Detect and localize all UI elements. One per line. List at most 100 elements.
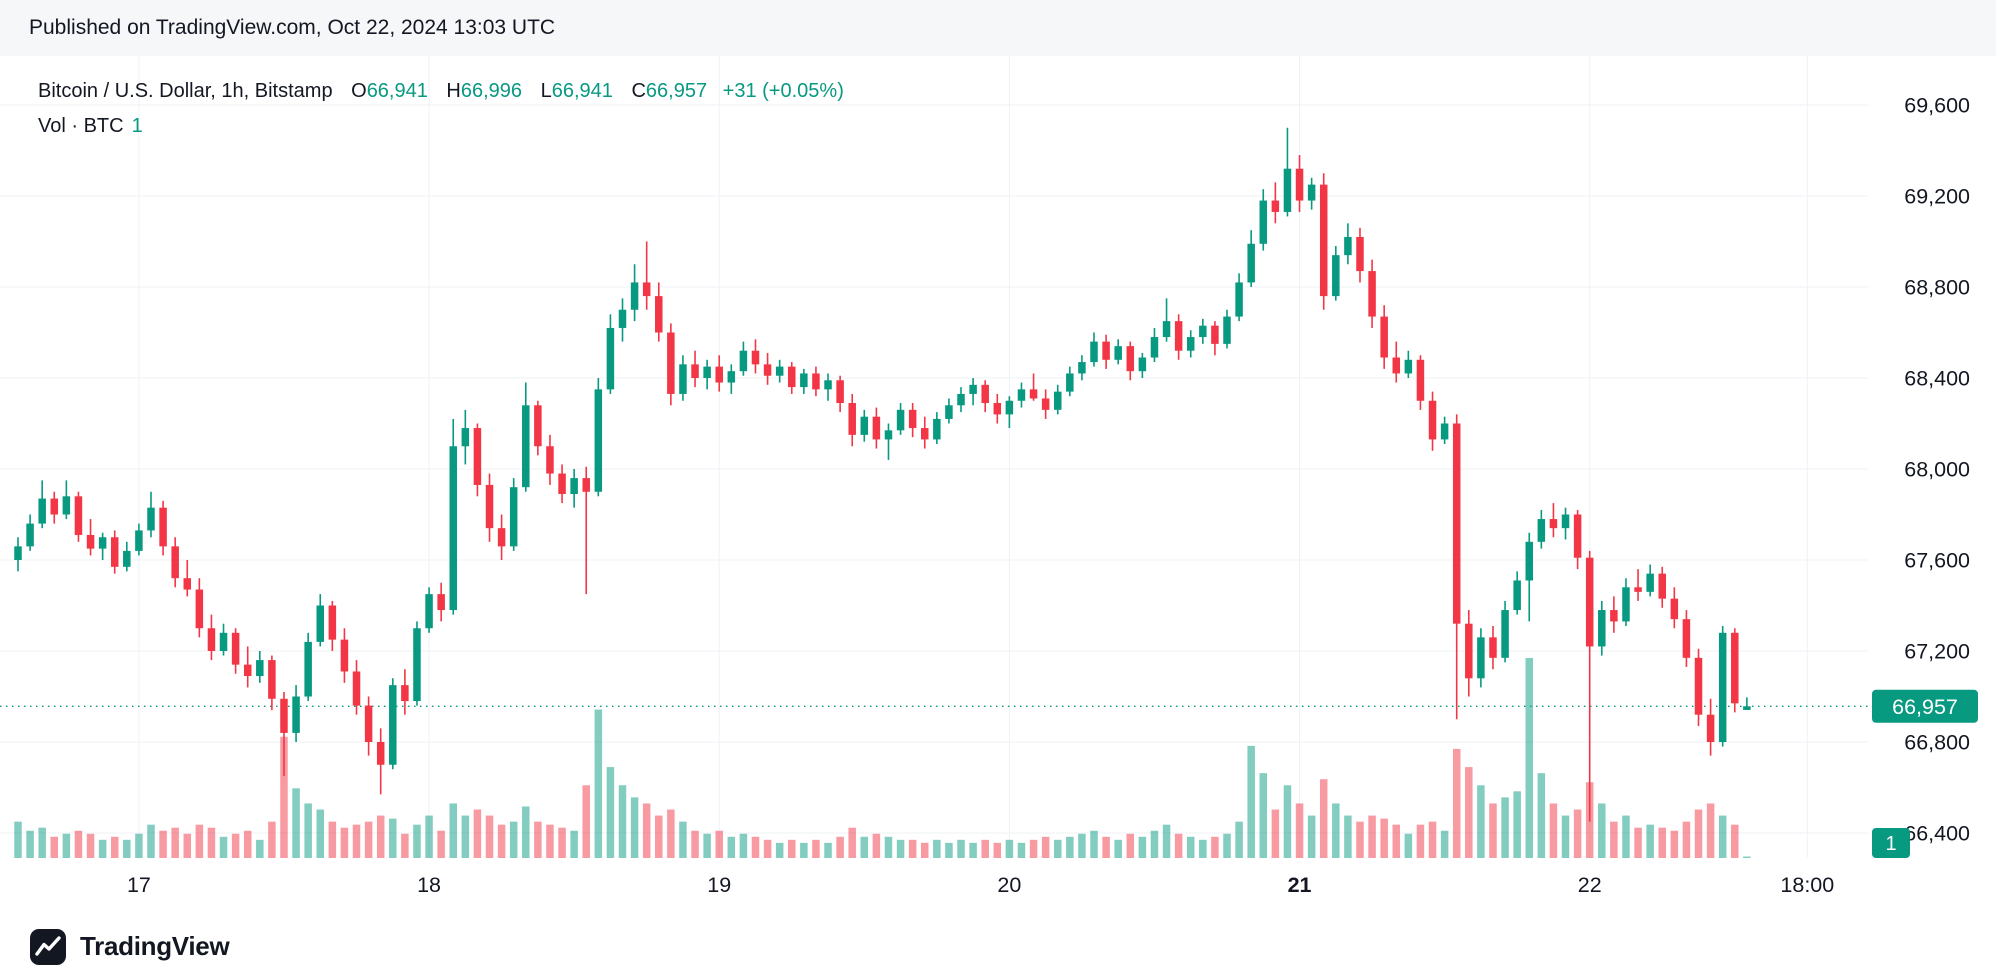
volume-bar [1513,791,1521,858]
candle-body [703,366,711,378]
volume-bar [437,830,445,858]
candle-body [1549,519,1558,529]
candle-body [1053,391,1062,410]
volume-badge [1872,828,1910,858]
candle-body [1223,316,1231,344]
candle-body [945,405,953,419]
candle-body [582,478,590,492]
volume-bar [691,830,699,858]
candle-body [159,507,167,547]
candle-body [219,632,228,651]
volume-bar [703,833,711,858]
candle-body [231,632,240,665]
candle-body [1682,619,1691,658]
candle-body [340,639,349,672]
volume-bar [219,836,228,858]
candle-body [304,641,312,697]
candle-body [908,409,917,429]
volume-bar [763,839,772,858]
volume-bar [328,821,337,858]
candle-body [896,409,905,431]
candle-body [824,380,832,390]
volume-bar [667,809,675,858]
candle-body [836,380,844,404]
volume-bar [896,839,905,858]
candle-body [1743,706,1751,710]
volume-bar [1718,815,1727,858]
price-chart[interactable]: 69,600 69,200 68,800 68,400 68,000 67,600 67,2… [0,56,1996,915]
volume-bar [1489,803,1497,858]
volume-bar [1416,824,1425,858]
volume-bar [933,839,941,858]
candle-body [171,546,179,579]
volume-bar [1199,839,1207,858]
candle-body [292,696,300,733]
footer: TradingView [0,915,1996,978]
price-badge-label: 66,957 [1892,695,1958,719]
volume-bar [655,815,663,858]
volume-bar [1706,803,1715,858]
volume-bar [1211,836,1219,858]
candle-body [1162,321,1171,338]
volume-bar [292,788,300,858]
candle-body [606,327,615,390]
volume-bar [1743,856,1751,858]
volume-bar [62,833,71,858]
candle-body [1404,359,1413,374]
volume-bar [159,830,167,858]
volume-bar [425,815,433,858]
candle-body [425,594,433,629]
volume-bar [1368,815,1376,858]
candle-body [1126,346,1135,372]
y-axis-label: 67,200 [1904,640,1970,664]
candle-body [364,705,373,742]
x-axis-label: 22 [1578,873,1602,897]
volume-bar [1150,830,1159,858]
volume-bar [147,824,155,858]
candle-body [667,332,675,394]
candle-body [50,498,59,515]
volume-bar [957,839,965,858]
candle-body [546,446,554,474]
candle-body [848,403,856,435]
volume-bar [800,842,808,858]
volume-bar [582,785,590,858]
candle-body [1235,282,1243,317]
candle-body [727,371,736,383]
candle-body [437,594,445,611]
volume-bar [546,824,554,858]
volume-bar [304,803,312,858]
volume-bar [618,785,627,858]
candle-body [763,364,772,376]
candle-body [14,546,22,560]
y-axis-label: 67,600 [1904,549,1970,573]
candle-body [1271,200,1280,212]
volume-bar [606,767,615,858]
volume-bar [945,842,953,858]
volume-bar [872,833,881,858]
volume-bar [389,818,397,858]
candle-body [207,628,216,651]
candle-body [1259,200,1268,244]
candle-body [969,384,977,394]
volume-bar [1452,748,1461,858]
volume-bar [1658,827,1666,858]
candle-body [522,405,530,488]
volume-bar [1174,833,1183,858]
volume-bar [860,836,869,858]
candle-body [328,605,337,640]
volume-bar [1465,767,1473,858]
volume-bar [316,809,324,858]
candle-body [1598,610,1606,647]
candle-body [1090,341,1098,363]
candle-body [1585,557,1594,647]
candle-body [1356,236,1364,272]
candle-body [1029,389,1038,399]
candle-body [993,403,1002,415]
volume-bar [1525,658,1533,858]
candle-body [1307,184,1316,201]
volume-bar [1549,803,1558,858]
volume-bar [280,736,288,858]
candle-body [594,389,603,492]
